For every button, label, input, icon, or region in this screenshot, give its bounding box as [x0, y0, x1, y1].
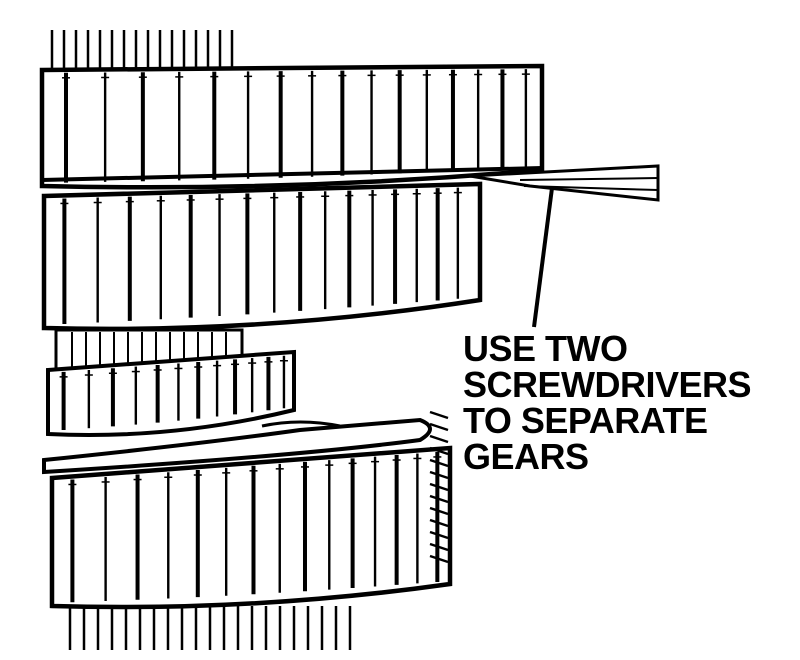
second-gear [41, 181, 483, 332]
ring-rim [42, 417, 432, 475]
callout-line: GEARS [463, 436, 589, 477]
lower-gear [49, 410, 453, 610]
side-tooth [429, 518, 449, 528]
side-tooth [429, 422, 449, 432]
blade-edge [519, 177, 659, 181]
side-tooth [429, 530, 449, 540]
upper-gear [39, 63, 545, 190]
callout-line: TO SEPARATE [463, 400, 708, 441]
splined-shaft-top [50, 30, 234, 70]
blade-edge [523, 185, 659, 191]
side-tooth [429, 482, 449, 492]
screwdriver-blade [469, 164, 660, 202]
side-tooth [429, 470, 449, 480]
side-tooth [429, 554, 449, 564]
side-tooth [429, 458, 449, 468]
ring-edge [261, 420, 341, 428]
callout-label: USE TWO SCREWDRIVERS TO SEPARATE GEARS [463, 328, 752, 477]
leader-line [532, 187, 554, 328]
side-tooth [429, 494, 449, 504]
side-tooth [429, 542, 449, 552]
blade-body [469, 164, 660, 202]
callout-line: SCREWDRIVERS [463, 364, 752, 405]
synchronizer-ring [42, 417, 432, 475]
gear-outline [41, 181, 483, 332]
gear-outline [49, 445, 453, 610]
splined-shaft-bottom [68, 606, 352, 650]
side-tooth [429, 410, 449, 420]
side-tooth [429, 446, 449, 456]
side-tooth [429, 434, 449, 444]
callout-line: USE TWO [463, 328, 628, 369]
gear-rim [41, 166, 543, 182]
hub-gear [46, 328, 296, 437]
side-tooth [429, 506, 449, 516]
